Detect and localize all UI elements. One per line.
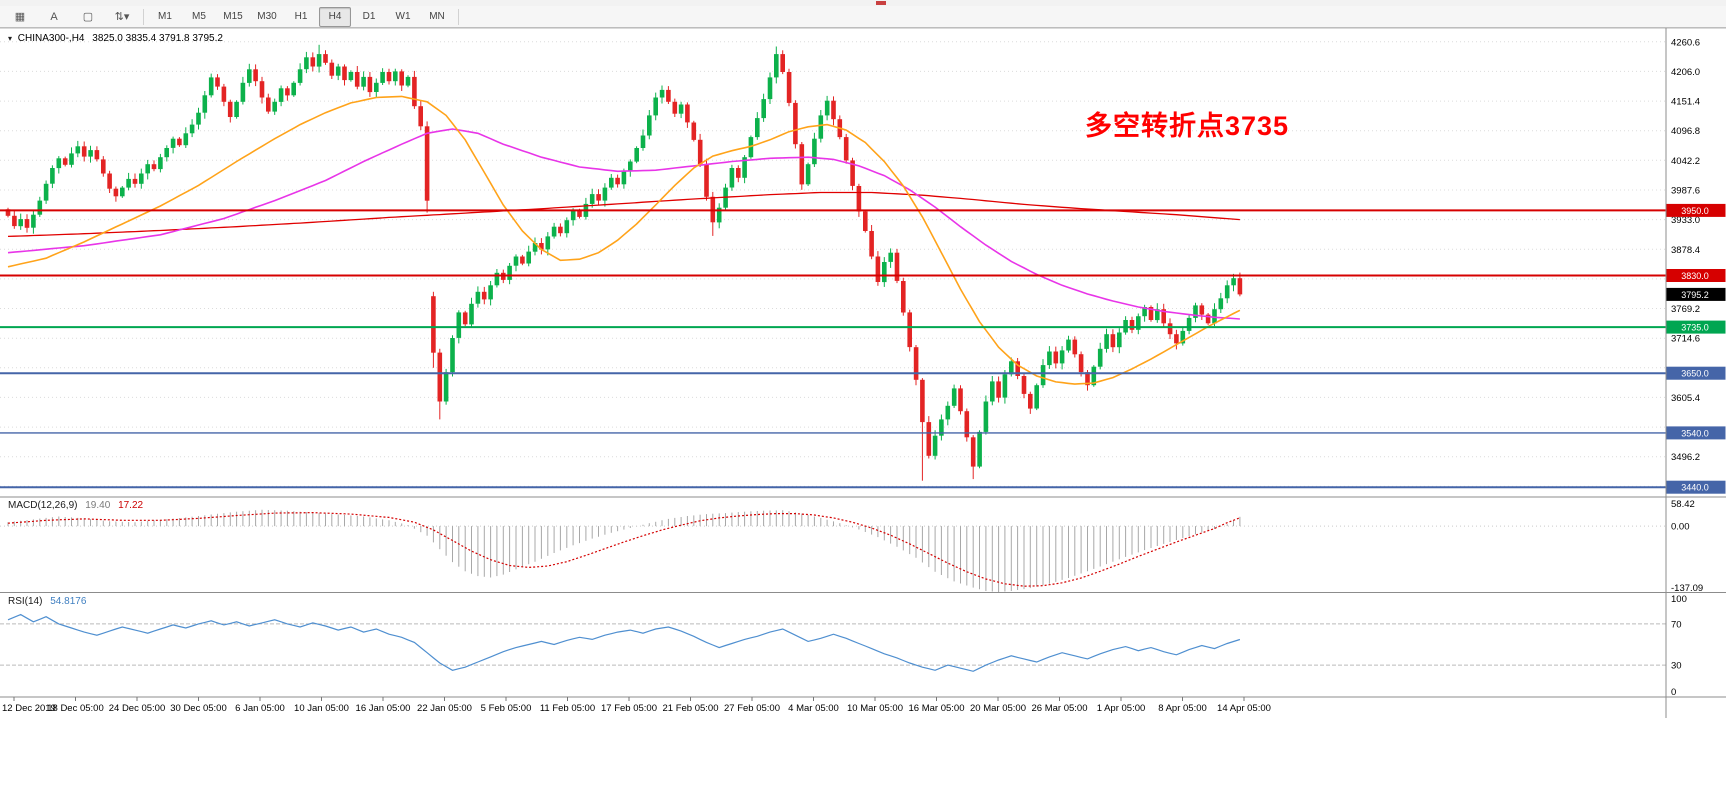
- svg-text:11 Feb 05:00: 11 Feb 05:00: [540, 703, 595, 714]
- toolbar-separator: [458, 8, 459, 25]
- svg-text:3540.0: 3540.0: [1681, 428, 1709, 438]
- collapse-triangle-icon[interactable]: ▾: [8, 34, 13, 43]
- timeframe-button-m15[interactable]: M15: [223, 11, 243, 22]
- svg-text:1 Apr 05:00: 1 Apr 05:00: [1097, 703, 1146, 714]
- svg-text:14 Apr 05:00: 14 Apr 05:00: [1217, 703, 1271, 714]
- svg-text:30: 30: [1671, 661, 1682, 672]
- timeframe-button-m30[interactable]: M30: [257, 11, 277, 22]
- svg-text:3933.0: 3933.0: [1671, 215, 1700, 226]
- timeframe-buttons: M1 M5 M15 M30 H1 H4 D1 W1 MN: [148, 6, 454, 27]
- rsi-name: RSI(14): [8, 596, 43, 607]
- toolbar-separator: [143, 8, 144, 25]
- svg-text:20 Mar 05:00: 20 Mar 05:00: [970, 703, 1026, 714]
- window-grid-icon[interactable]: ▦: [14, 11, 26, 23]
- timeframe-button-w1[interactable]: W1: [395, 11, 411, 22]
- svg-text:27 Feb 05:00: 27 Feb 05:00: [724, 703, 780, 714]
- toolbar-icon-group: ▦ A ▢ ⇅▾: [3, 7, 139, 27]
- svg-text:16 Jan 05:00: 16 Jan 05:00: [356, 703, 411, 714]
- svg-text:4096.8: 4096.8: [1671, 126, 1700, 137]
- svg-text:3496.2: 3496.2: [1671, 452, 1700, 463]
- timeframe-button-mn[interactable]: MN: [429, 11, 445, 22]
- svg-text:4206.0: 4206.0: [1671, 67, 1700, 78]
- svg-text:4151.4: 4151.4: [1671, 97, 1700, 108]
- svg-text:26 Mar 05:00: 26 Mar 05:00: [1032, 703, 1088, 714]
- timeframe-button-h4[interactable]: H4: [319, 6, 351, 27]
- svg-text:0.00: 0.00: [1671, 522, 1690, 533]
- svg-text:3830.0: 3830.0: [1681, 271, 1709, 281]
- timeframe-button-m5[interactable]: M5: [192, 11, 206, 22]
- chart-symbol-info: ▾ CHINA300-,H4 3825.0 3835.4 3791.8 3795…: [8, 33, 223, 44]
- annotate-a-icon[interactable]: A: [50, 10, 58, 23]
- svg-text:100: 100: [1671, 594, 1687, 605]
- svg-text:17 Feb 05:00: 17 Feb 05:00: [601, 703, 657, 714]
- svg-text:4260.6: 4260.6: [1671, 37, 1700, 48]
- svg-text:4 Mar 05:00: 4 Mar 05:00: [788, 703, 839, 714]
- svg-text:3795.2: 3795.2: [1681, 290, 1709, 300]
- macd-name: MACD(12,26,9): [8, 500, 78, 511]
- rsi-value: 54.8176: [50, 596, 87, 607]
- partial-toolbar-red-icon: [876, 1, 886, 5]
- svg-text:30 Dec 05:00: 30 Dec 05:00: [170, 703, 227, 714]
- svg-text:3650.0: 3650.0: [1681, 369, 1709, 379]
- svg-text:22 Jan 05:00: 22 Jan 05:00: [417, 703, 472, 714]
- svg-text:58.42: 58.42: [1671, 499, 1695, 510]
- svg-text:3769.2: 3769.2: [1671, 304, 1700, 315]
- macd-main-value: 19.40: [85, 500, 111, 511]
- macd-indicator-label: MACD(12,26,9) 19.40 17.22: [8, 500, 143, 511]
- symbol-period-label: CHINA300-,H4: [17, 33, 85, 44]
- timeframe-button-d1[interactable]: D1: [362, 11, 376, 22]
- svg-text:6 Jan 05:00: 6 Jan 05:00: [235, 703, 285, 714]
- scale-arrows-icon[interactable]: ⇅▾: [114, 11, 130, 23]
- macd-signal-value: 17.22: [118, 500, 144, 511]
- svg-text:8 Apr 05:00: 8 Apr 05:00: [1158, 703, 1207, 714]
- svg-text:3735.0: 3735.0: [1681, 323, 1709, 333]
- chart-annotation-text[interactable]: 多空转折点3735: [1085, 111, 1290, 141]
- rsi-indicator-label: RSI(14) 54.8176: [8, 596, 86, 607]
- svg-text:3440.0: 3440.0: [1681, 483, 1709, 493]
- svg-text:5 Feb 05:00: 5 Feb 05:00: [481, 703, 532, 714]
- svg-text:10 Jan 05:00: 10 Jan 05:00: [294, 703, 349, 714]
- svg-text:4042.2: 4042.2: [1671, 156, 1700, 167]
- timeframe-button-h1[interactable]: H1: [294, 11, 308, 22]
- svg-text:70: 70: [1671, 619, 1682, 630]
- svg-text:3605.4: 3605.4: [1671, 393, 1700, 404]
- svg-text:-137.09: -137.09: [1671, 583, 1703, 594]
- svg-text:12 Dec 2019: 12 Dec 2019: [2, 703, 56, 714]
- timeframe-toolbar: ▦ A ▢ ⇅▾ M1 M5 M15 M30 H1 H4 D1 W1 MN: [0, 6, 1726, 28]
- svg-text:3987.6: 3987.6: [1671, 186, 1700, 197]
- svg-text:16 Mar 05:00: 16 Mar 05:00: [909, 703, 965, 714]
- svg-text:3714.6: 3714.6: [1671, 334, 1700, 345]
- svg-text:18 Dec 05:00: 18 Dec 05:00: [47, 703, 104, 714]
- chart-box-icon[interactable]: ▢: [82, 11, 94, 23]
- svg-text:3950.0: 3950.0: [1681, 206, 1709, 216]
- svg-text:3878.4: 3878.4: [1671, 245, 1700, 256]
- svg-text:24 Dec 05:00: 24 Dec 05:00: [109, 703, 166, 714]
- timeframe-button-m1[interactable]: M1: [158, 11, 172, 22]
- svg-text:21 Feb 05:00: 21 Feb 05:00: [663, 703, 719, 714]
- svg-text:0: 0: [1671, 687, 1676, 698]
- svg-text:10 Mar 05:00: 10 Mar 05:00: [847, 703, 903, 714]
- ohlc-values: 3825.0 3835.4 3791.8 3795.2: [92, 33, 223, 44]
